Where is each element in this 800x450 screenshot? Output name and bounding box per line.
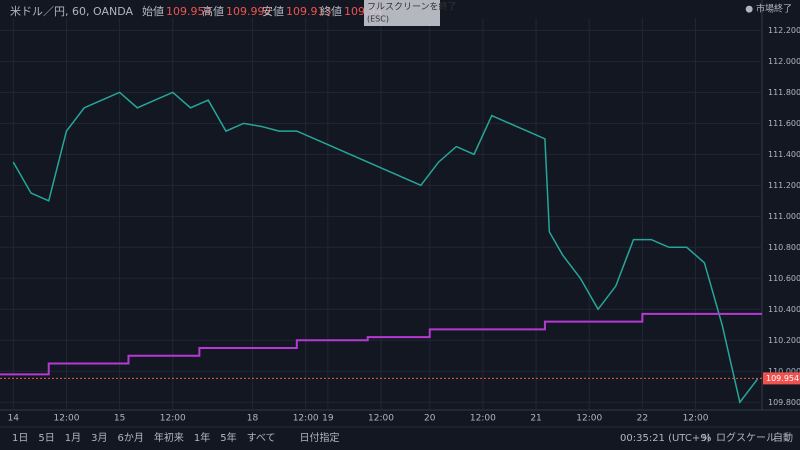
x-tick-label: 14 <box>8 414 20 424</box>
symbol: 米ドル／円, 60, OANDA <box>10 5 133 18</box>
x-tick-label: 22 <box>637 414 648 424</box>
x-tick-label: 15 <box>114 414 125 424</box>
range-button[interactable]: 1日 <box>12 433 28 444</box>
y-tick-label: 112.000 <box>768 57 800 66</box>
range-button[interactable]: 6か月 <box>118 432 144 444</box>
x-tick-label: 20 <box>424 414 436 424</box>
plot <box>0 18 762 410</box>
last-price-box <box>763 372 800 385</box>
y-tick-label: 110.800 <box>768 243 800 252</box>
y-tick-label: 112.200 <box>768 26 800 35</box>
x-tick-label: 12:00 <box>470 414 496 424</box>
tooltip-key: (ESC) <box>367 15 389 24</box>
y-tick-label: 109.800 <box>768 398 800 407</box>
x-tick-label: 12:00 <box>683 414 709 424</box>
x-tick-label: 18 <box>247 414 259 424</box>
ohlc-label: 終値 <box>320 4 342 18</box>
y-tick-label: 111.400 <box>768 150 800 159</box>
range-button[interactable]: 1月 <box>65 432 81 444</box>
y-tick-label: 111.800 <box>768 88 800 97</box>
range-button[interactable]: 年初来 <box>154 431 184 444</box>
ohlc-label: 高値 <box>202 4 224 18</box>
x-tick-label: 12:00 <box>53 414 79 424</box>
tooltip-box <box>364 0 440 26</box>
ohlc-label: 始値 <box>142 4 164 18</box>
range-button[interactable]: すべて <box>247 432 276 444</box>
y-tick-label: 111.600 <box>768 119 800 128</box>
ohlc-value: 109.992 <box>226 5 272 18</box>
y-tick-label: 111.200 <box>768 181 800 190</box>
series-line <box>12 91 759 404</box>
x-tick-label: 12:00 <box>293 414 319 424</box>
x-tick-label: 19 <box>322 414 334 424</box>
date-button[interactable]: 日付指定 <box>300 431 340 444</box>
toolbar: 1日 5日 1月 3月 6か月 年初来 1年 5年 すべて 日付指定 00:35:21 (UTC+9… <box>12 431 793 444</box>
ohlc-value: 109.913 <box>286 5 332 18</box>
range-button[interactable]: 5年 <box>220 431 236 444</box>
series-line <box>0 312 762 376</box>
y-tick-label: 110.400 <box>768 305 800 314</box>
y-tick-label: 110.200 <box>768 336 800 345</box>
y-tick-label: 111.000 <box>768 212 800 221</box>
range-button[interactable]: 1年 <box>194 431 210 444</box>
market-status: ● 市場終了 <box>745 3 792 15</box>
range-button[interactable]: 3月 <box>91 432 107 444</box>
y-tick-label: 110.600 <box>768 274 800 283</box>
percent-button[interactable]: % <box>702 433 712 444</box>
y-tick-label: 110.000 <box>768 367 800 376</box>
x-tick-label: 12:00 <box>576 414 602 424</box>
ohlc-label: 安値 <box>262 4 284 18</box>
x-tick-label: 12:00 <box>368 414 394 424</box>
range-button[interactable]: 5日 <box>38 433 54 444</box>
log-button[interactable]: ログスケール <box>716 431 776 444</box>
last-price-label: 109.954 <box>766 374 799 383</box>
tooltip: フルスクリーンを終了 <box>367 1 457 13</box>
ohlc-value: 109.954 <box>166 5 212 18</box>
auto-button[interactable]: 自動 <box>773 431 793 444</box>
clock: 00:35:21 (UTC+9) <box>620 433 711 444</box>
x-tick-label: 21 <box>530 414 541 424</box>
x-tick-label: 12:00 <box>160 414 186 424</box>
